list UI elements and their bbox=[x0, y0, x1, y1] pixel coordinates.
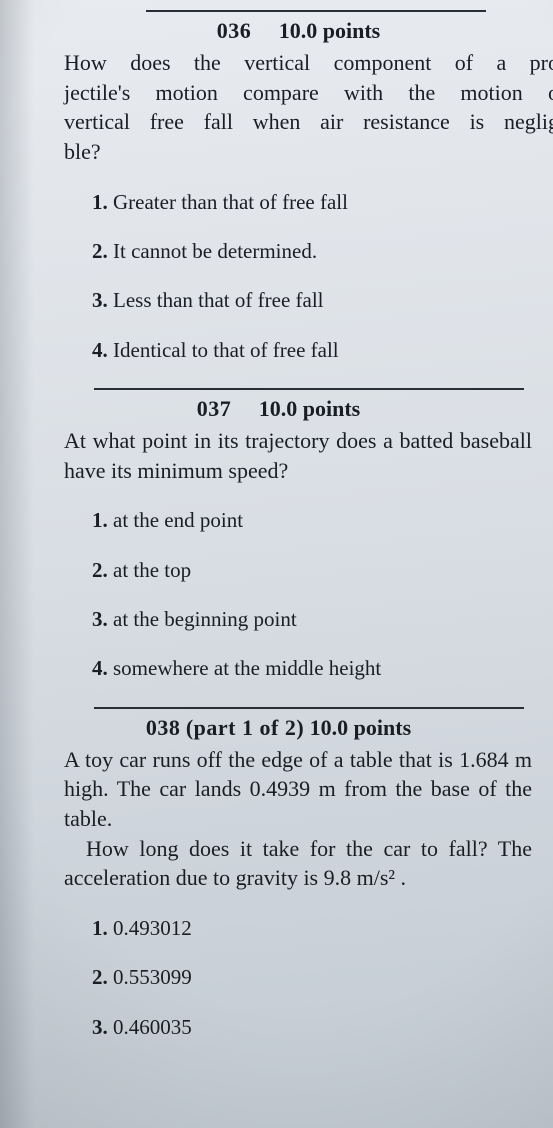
question-prompt: How long does it take for the car to fal… bbox=[64, 834, 532, 893]
question-037: 037 10.0 points At what point in its tra… bbox=[64, 388, 553, 683]
choice-item[interactable]: 4. somewhere at the middle height bbox=[92, 655, 553, 682]
question-036: 036 10.0 points How does the vertical co… bbox=[64, 10, 553, 364]
prompt-line: vertical free fall when air resistance i… bbox=[64, 107, 553, 137]
question-prompt: A toy car runs off the edge of a table t… bbox=[64, 745, 532, 834]
choice-list: 1. Greater than that of free fall 2. It … bbox=[92, 189, 553, 364]
choice-text: 0.493012 bbox=[113, 916, 192, 940]
question-part: (part 1 of 2) bbox=[186, 715, 304, 740]
choice-text: 0.553099 bbox=[113, 965, 192, 989]
question-points: 10.0 points bbox=[259, 396, 360, 421]
question-header: 036 10.0 points bbox=[64, 18, 553, 44]
choice-text: Less than that of free fall bbox=[113, 288, 324, 312]
choice-item[interactable]: 4. Identical to that of free fall bbox=[92, 337, 553, 364]
choice-text: at the end point bbox=[113, 508, 243, 532]
choice-item[interactable]: 1. at the end point bbox=[92, 507, 553, 534]
choice-list: 1. 0.493012 2. 0.553099 3. 0.460035 bbox=[92, 915, 553, 1041]
choice-text: at the top bbox=[113, 558, 191, 582]
question-number: 038 bbox=[146, 715, 181, 740]
choice-text: at the beginning point bbox=[113, 607, 297, 631]
prompt-line: How does the vertical component of a pro bbox=[64, 48, 553, 78]
choice-text: Greater than that of free fall bbox=[113, 190, 348, 214]
choice-item[interactable]: 1. 0.493012 bbox=[92, 915, 553, 942]
divider bbox=[94, 707, 524, 709]
choice-list: 1. at the end point 2. at the top 3. at … bbox=[92, 507, 553, 682]
choice-item[interactable]: 3. 0.460035 bbox=[92, 1014, 553, 1041]
question-points: 10.0 points bbox=[279, 18, 380, 43]
question-038: 038 (part 1 of 2) 10.0 points A toy car … bbox=[64, 707, 553, 1041]
choice-item[interactable]: 2. at the top bbox=[92, 557, 553, 584]
choice-text: somewhere at the middle height bbox=[113, 656, 381, 680]
question-prompt: How does the vertical component of a pro… bbox=[64, 48, 553, 167]
question-prompt: At what point in its trajectory does a b… bbox=[64, 426, 532, 485]
choice-text: Identical to that of free fall bbox=[113, 338, 339, 362]
choice-text: 0.460035 bbox=[113, 1015, 192, 1039]
prompt-line: jectile's motion compare with the motion… bbox=[64, 78, 553, 108]
question-header: 037 10.0 points bbox=[64, 396, 553, 422]
question-header: 038 (part 1 of 2) 10.0 points bbox=[64, 715, 553, 741]
divider bbox=[94, 388, 524, 390]
choice-item[interactable]: 3. Less than that of free fall bbox=[92, 287, 553, 314]
question-points: 10.0 points bbox=[310, 715, 411, 740]
question-number: 037 bbox=[197, 396, 232, 421]
choice-item[interactable]: 3. at the beginning point bbox=[92, 606, 553, 633]
question-number: 036 bbox=[217, 18, 252, 43]
choice-item[interactable]: 2. It cannot be determined. bbox=[92, 238, 553, 265]
choice-text: It cannot be determined. bbox=[113, 239, 317, 263]
prompt-line: ble? bbox=[64, 137, 553, 167]
choice-item[interactable]: 1. Greater than that of free fall bbox=[92, 189, 553, 216]
choice-item[interactable]: 2. 0.553099 bbox=[92, 964, 553, 991]
divider bbox=[146, 10, 486, 12]
